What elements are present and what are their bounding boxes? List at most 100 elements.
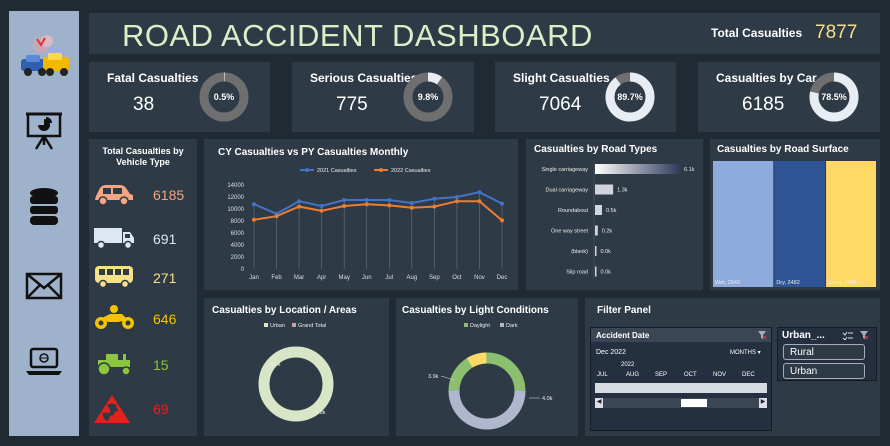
presentation-icon[interactable] [24,111,64,151]
timeline-bar[interactable] [595,383,767,393]
total-casualties-value: 7877 [815,22,858,43]
legend-cy: 2021 Casualties [317,168,357,174]
surface-block [826,161,876,287]
kpi-card-serious: Serious Casualties 775 9.8% [292,62,474,132]
timeline-selection: Dec 2022 [596,349,626,356]
data-point [387,198,392,202]
donut-segment [448,390,526,430]
bar [595,225,598,236]
road-surface-chart: Wet, 2943 Dry, 2482 Snow, 2445 [713,161,876,287]
y-tick-label: 0 [241,267,245,273]
data-label: 0.0k [601,249,612,255]
y-tick-label: 10000 [227,207,244,213]
laptop-icon[interactable] [24,341,64,381]
kpi-card-slight: Slight Casualties 7064 89.7% [495,62,676,132]
x-tick-label: Mar [294,275,304,281]
data-point [432,204,437,209]
vehicle-count: 271 [153,270,177,286]
y-tick-label: 8000 [231,219,245,225]
timeline-month-jul[interactable]: JUL [597,372,608,378]
y-tick-label: 2000 [231,255,245,261]
category-label: Single carriageway [542,167,589,173]
chart-title: Casualties by Road Types [534,144,658,155]
data-point [477,190,482,195]
legend-urban: Urban [270,323,285,329]
kpi-donut-arc [809,72,859,122]
multi-select-icon[interactable] [842,331,853,340]
data-label: 0.5k [606,208,617,214]
kpi-value: 7064 [539,94,582,115]
kpi-donut: 0.5% [199,72,249,122]
road-types-bar-chart: Single carriageway 6.1k Dual carriageway 1.… [542,161,695,279]
timeline-month-sep[interactable]: SEP [655,372,668,378]
legend-daylight: Daylight [470,323,490,329]
timeline-scrollbar[interactable]: ◀ ▶ [595,398,767,408]
motorcycle-icon [95,305,134,329]
timeline-level-dropdown[interactable]: MONTHS ▾ [730,349,761,356]
kpi-pct: 9.8% [418,92,439,102]
tractor-icon [97,354,131,376]
kpi-value: 775 [336,94,368,115]
legend-swatch-urban [264,323,268,327]
kpi-donut: 89.7% [605,72,655,122]
x-tick-label: Sep [429,275,440,281]
vehicle-row-bus: 271 [89,263,197,293]
scroll-left-button[interactable]: ◀ [595,398,603,408]
kpi-donut-arc [403,72,453,122]
y-tick-label: 12000 [227,195,244,201]
x-tick-label: Oct [452,275,462,281]
data-label: 6.1k [684,167,695,173]
scroll-thumb[interactable] [681,399,707,407]
x-tick-label: Aug [406,275,417,281]
kpi-pct: 89.7% [617,92,643,102]
y-tick-label: 6000 [231,231,245,237]
mail-icon[interactable] [24,266,64,306]
surface-block [774,161,826,287]
data-point [409,205,414,210]
timeline-month-nov[interactable]: NOV [713,372,727,378]
vehicle-type-panel: Total Casualties by Vehicle Type 6185 69… [89,139,197,436]
data-label: 1.3k [617,188,628,194]
legend-swatch-dark [500,323,504,327]
timeline-month-oct[interactable]: OCT [684,372,697,378]
timeline-header [591,328,771,342]
data-point [500,201,504,206]
series-line-2021 [253,191,503,215]
bar [595,205,602,215]
chart-title: Casualties by Road Surface [717,144,849,155]
legend-py: 2022 Casualties [391,168,431,174]
clear-filter-icon[interactable] [757,330,767,340]
data-point [297,199,302,204]
slicer-option-urban[interactable]: Urban [783,363,865,379]
x-tick-label: Dec [497,275,508,281]
data-label: 0.2k [602,229,613,235]
kpi-label: Casualties by Car [716,71,817,85]
data-label-dark: 4.0k [542,396,553,402]
scroll-right-button[interactable]: ▶ [759,398,767,408]
category-label: Dual carriageway [546,188,589,194]
category-label: Roundabout [558,208,588,214]
light-conditions-donut-chart: Daylight Dark 3.9k 4.0k [428,323,553,430]
timeline-month-aug[interactable]: AUG [626,372,640,378]
slicer-option-rural[interactable]: Rural [783,344,865,360]
clear-filter-icon[interactable] [859,330,869,340]
chart-title: Casualties by Location / Areas [212,305,357,316]
filter-panel-title: Filter Panel [597,305,651,316]
timeline-level-label: MONTHS [730,350,756,356]
database-icon[interactable] [24,187,64,227]
chevron-down-icon: ▾ [757,350,761,356]
vehicle-panel-title: Total Casualties by Vehicle Type [102,146,184,167]
data-point [319,208,324,213]
kpi-value: 6185 [742,94,785,115]
data-point [274,214,279,219]
car-crash-icon[interactable] [17,31,73,83]
urban-rural-slicer: Urban_... Rural Urban [777,327,877,381]
light-conditions-panel: Casualties by Light Conditions Daylight … [396,298,578,436]
timeline-year: 2022 [621,362,635,368]
data-point [364,202,369,207]
data-label-urban: 0.0k [270,362,281,368]
x-tick-label: Feb [271,275,282,281]
timeline-month-dec[interactable]: DEC [742,372,755,378]
vehicle-row-truck: 691 [89,224,197,254]
kpi-donut-arc [605,72,655,122]
